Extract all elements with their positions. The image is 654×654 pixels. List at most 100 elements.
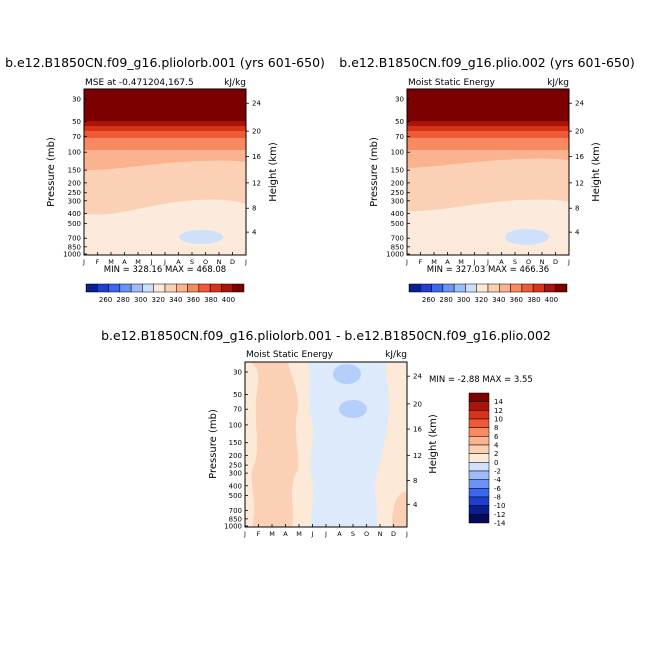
x-tick-label: A [445, 258, 450, 266]
y-tick-label: 30 [233, 369, 242, 377]
panel-3-ylabel-right: Height (km) [428, 414, 439, 474]
y-tick-label: 1000 [386, 251, 404, 259]
y-tick-label: 400 [391, 210, 404, 218]
legend-swatch [465, 283, 477, 293]
panel-2-units: kJ/kg [547, 78, 569, 88]
legend-swatch [142, 283, 154, 293]
x-tick-label: A [283, 530, 288, 538]
y-right-tick-label: 4 [252, 229, 257, 237]
legend-label: -14 [494, 520, 506, 528]
panel-1: b.e12.B1850CN.f09_g16.pliolorb.001 (yrs … [5, 55, 325, 304]
y-right-tick-label: 8 [252, 205, 256, 213]
legend-label: -2 [494, 468, 501, 476]
legend-label: 320 [475, 296, 488, 304]
legend-swatch [468, 462, 490, 472]
panel-3-axes: J F M A M J J A S O N D J305070100150200250300400500… [224, 369, 422, 539]
x-tick-label: J [486, 258, 489, 266]
y-right-tick-label: 4 [575, 229, 580, 237]
legend-label: 400 [545, 296, 558, 304]
x-tick-label: M [108, 258, 114, 266]
panel-2-ylabel: Pressure (mb) [369, 137, 380, 207]
panel-2: b.e12.B1850CN.f09_g16.plio.002 (yrs 601-… [339, 55, 634, 304]
y-tick-label: 50 [233, 391, 242, 399]
legend-swatch [468, 392, 490, 402]
legend-label: 14 [494, 398, 503, 406]
y-tick-label: 150 [68, 167, 81, 175]
legend-swatch [176, 283, 188, 293]
panel-3-subtitle-left: Moist Static Energy [246, 350, 334, 360]
legend-swatch [555, 283, 568, 293]
y-tick-label: 300 [68, 197, 81, 205]
y-tick-label: 1000 [224, 523, 242, 531]
y-tick-label: 150 [229, 439, 242, 447]
y-tick-label: 400 [68, 210, 81, 218]
legend-swatch [420, 283, 432, 293]
legend-swatch [468, 401, 490, 411]
panel-2-axes: J F M A M J J A S O N D J305070100150200250300400500… [386, 96, 584, 267]
panel-2-title: b.e12.B1850CN.f09_g16.plio.002 (yrs 601-… [339, 55, 634, 70]
y-right-tick-label: 12 [413, 452, 422, 460]
x-tick-label: N [378, 530, 383, 538]
y-tick-label: 500 [391, 220, 404, 228]
contour-blob-low [179, 230, 223, 244]
x-tick-label: M [458, 258, 464, 266]
y-tick-label: 500 [229, 492, 242, 500]
legend-label: 360 [510, 296, 523, 304]
y-right-tick-label: 8 [575, 205, 579, 213]
panel-3: b.e12.B1850CN.f09_g16.pliolorb.001 - b.e… [101, 328, 551, 538]
legend-label: 4 [494, 442, 499, 450]
legend-label: 400 [222, 296, 235, 304]
y-tick-label: 70 [395, 133, 404, 141]
y-tick-label: 30 [72, 96, 81, 104]
legend-swatch [468, 496, 490, 506]
legend-swatch [209, 283, 222, 293]
x-tick-label: A [122, 258, 127, 266]
y-tick-label: 70 [72, 133, 81, 141]
y-tick-label: 500 [68, 220, 81, 228]
x-tick-label: J [324, 530, 327, 538]
legend-swatch [108, 283, 121, 293]
y-tick-label: 250 [229, 462, 242, 470]
x-tick-label: J [150, 258, 153, 266]
x-tick-label: S [351, 530, 355, 538]
legend-swatch [187, 283, 200, 293]
legend-label: 340 [169, 296, 182, 304]
panel-1-units: kJ/kg [224, 78, 246, 88]
y-right-tick-label: 24 [413, 373, 422, 381]
panel-3-title: b.e12.B1850CN.f09_g16.pliolorb.001 - b.e… [101, 328, 551, 343]
legend-label: 8 [494, 424, 498, 432]
y-tick-label: 300 [391, 197, 404, 205]
x-tick-label: S [190, 258, 194, 266]
x-tick-label: M [135, 258, 141, 266]
y-tick-label: 700 [391, 235, 404, 243]
y-tick-label: 850 [68, 243, 81, 251]
legend-swatch [468, 514, 490, 524]
y-tick-label: 200 [68, 179, 81, 187]
legend-swatch [499, 283, 511, 293]
y-right-tick-label: 16 [413, 426, 422, 434]
legend-swatch [198, 283, 211, 293]
panel-3-minmax: MIN = -2.88 MAX = 3.55 [429, 375, 533, 385]
x-tick-label: J [82, 258, 85, 266]
legend-swatch [232, 283, 245, 293]
x-tick-label: F [419, 258, 423, 266]
x-tick-label: S [513, 258, 517, 266]
legend-label: 280 [116, 296, 129, 304]
legend-label: 260 [99, 296, 112, 304]
legend-swatch [468, 470, 490, 480]
panel-1-minmax: MIN = 328.16 MAX = 468.08 [104, 265, 226, 275]
legend-swatch [153, 283, 166, 293]
x-tick-label: J [405, 530, 408, 538]
y-right-tick-label: 24 [252, 100, 261, 108]
legend-label: 12 [494, 407, 503, 415]
legend-swatch [468, 410, 490, 420]
y-tick-label: 100 [391, 149, 404, 157]
legend-swatch [532, 283, 545, 293]
y-right-tick-label: 16 [575, 153, 584, 161]
y-tick-label: 400 [229, 482, 242, 490]
legend-swatch [468, 453, 490, 463]
y-tick-label: 50 [72, 118, 81, 126]
legend-swatch [468, 436, 490, 446]
x-tick-label: J [163, 258, 166, 266]
